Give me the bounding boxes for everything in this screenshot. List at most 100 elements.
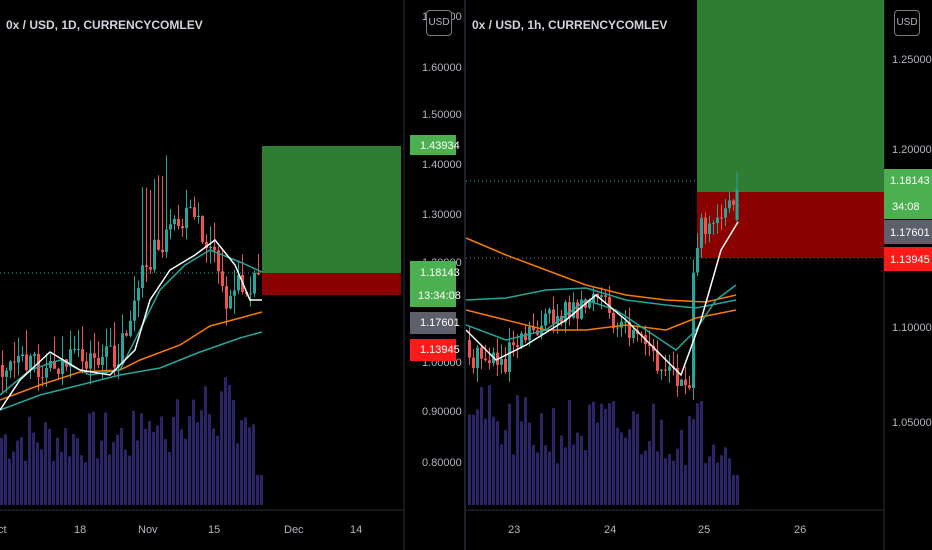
price-scale-label: 1.05000 [892, 417, 932, 429]
candle [548, 309, 551, 314]
candle [113, 345, 116, 368]
candle [109, 345, 112, 347]
volume-bar [228, 384, 231, 505]
volume-bar [732, 475, 735, 505]
volume-bar [252, 424, 255, 505]
left-currency-button[interactable]: USD [426, 10, 452, 36]
volume-bar [556, 463, 559, 505]
ma-short-line [0, 249, 263, 396]
candle [504, 358, 507, 372]
candle [165, 229, 168, 253]
volume-bar [156, 425, 159, 505]
right-chart-pane[interactable]: 1.25000 1.20000 1.10000 1.05000 23 24 25 26 1.18… [466, 0, 932, 550]
candle [201, 215, 204, 243]
volume-bar [560, 435, 563, 505]
time-label: 15 [208, 524, 220, 536]
volume-bar [20, 437, 23, 505]
right-currency-button[interactable]: USD [894, 10, 920, 36]
candle [225, 286, 228, 309]
volume-bar [640, 454, 643, 505]
volume-bar [128, 455, 131, 505]
candle [69, 349, 72, 367]
volume-bar [596, 422, 599, 505]
volume-bar [536, 452, 539, 505]
stop-price-tag [410, 339, 456, 361]
candle [632, 329, 635, 339]
candle [13, 361, 16, 363]
candle [145, 265, 148, 267]
profit-zone[interactable] [262, 146, 401, 273]
current-price-tag [410, 261, 456, 307]
volume-bar [500, 444, 503, 505]
time-label: 14 [350, 524, 362, 536]
candle [476, 347, 479, 369]
volume-bar [64, 428, 67, 505]
pane-divider[interactable] [464, 0, 466, 550]
volume-bar [32, 432, 35, 505]
candle [5, 370, 8, 377]
volume-bar [204, 386, 207, 505]
candle [472, 357, 475, 369]
candle [173, 218, 176, 225]
right-chart-canvas[interactable]: 1.25000 1.20000 1.10000 1.05000 23 24 25 26 1.18… [466, 0, 932, 550]
volume-bar [196, 422, 199, 505]
left-chart-canvas[interactable]: 1.700001.600001.500001.400001.300001.200… [0, 0, 464, 550]
candle [532, 326, 535, 331]
volume-bar [36, 442, 39, 505]
time-label: 24 [604, 524, 616, 536]
volume-bar [576, 432, 579, 505]
candle [125, 333, 128, 336]
volume-bar [592, 401, 595, 505]
volume-bar [256, 475, 259, 505]
candle [732, 200, 735, 205]
time-label: 23 [508, 524, 520, 536]
candle [624, 321, 627, 323]
price-scale-label: 0.90000 [422, 406, 462, 418]
volume-bar [512, 454, 515, 505]
candle [612, 312, 615, 329]
volume-bar [492, 416, 495, 505]
price-scale-label: 1.60000 [422, 62, 462, 74]
candle [157, 239, 160, 250]
volume-bar [488, 385, 491, 505]
volume-bar [700, 400, 703, 505]
candle [45, 368, 48, 378]
volume-bar [496, 421, 499, 505]
volume-bar [236, 443, 239, 505]
volume-bar [112, 441, 115, 505]
candle [628, 321, 631, 339]
volume-bar [668, 453, 671, 505]
volume-bar [108, 454, 111, 505]
candle [564, 302, 567, 323]
candle [217, 250, 220, 272]
entry-price-tag-label: 1.17601 [890, 227, 930, 239]
volume-bar [664, 458, 667, 505]
candle [257, 272, 260, 275]
candle [21, 354, 24, 357]
volume-bar [188, 416, 191, 505]
candle [249, 293, 252, 295]
left-chart-pane[interactable]: 1.700001.600001.500001.400001.300001.200… [0, 0, 464, 550]
loss-zone[interactable] [262, 273, 401, 295]
candle [17, 356, 20, 363]
volume-bar [4, 434, 7, 505]
stop-price-tag-label: 1.13945 [420, 344, 460, 356]
profit-zone[interactable] [697, 0, 884, 192]
candle [33, 354, 36, 356]
volume-bar [624, 437, 627, 505]
candle [692, 272, 695, 388]
volume-bar [516, 395, 519, 505]
volume-bar [88, 413, 91, 505]
candle [508, 342, 511, 372]
countdown-label: 34:08 [892, 201, 920, 213]
volume-bar [508, 403, 511, 505]
volume-bar [580, 435, 583, 505]
volume-bar [552, 407, 555, 505]
volume-bar [616, 427, 619, 505]
candle [197, 215, 200, 218]
volume-bar [704, 463, 707, 505]
volume-bar [12, 451, 15, 505]
candle [735, 190, 739, 220]
volume-bar [692, 419, 695, 505]
candle [81, 349, 84, 362]
